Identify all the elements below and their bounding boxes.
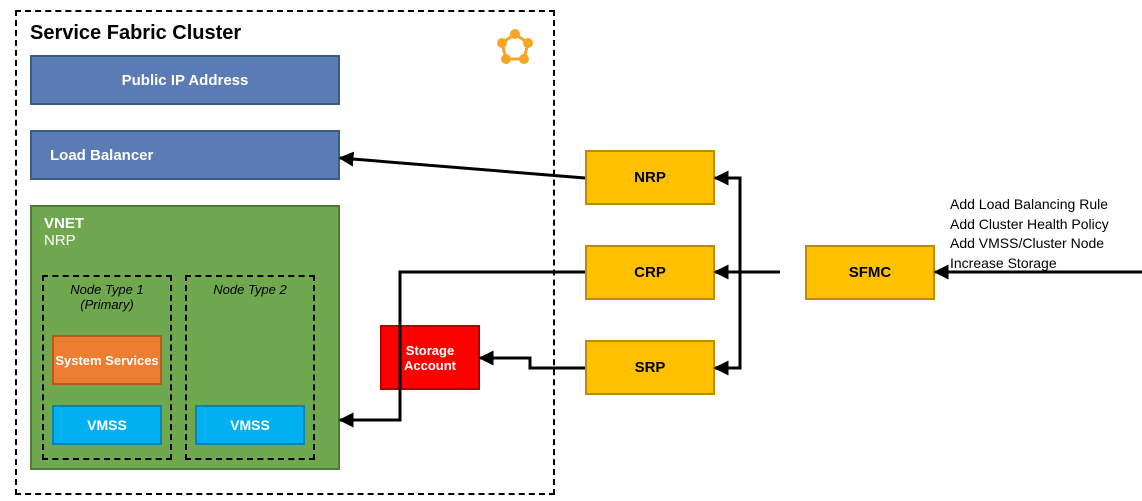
vmss-2-label: VMSS — [230, 417, 270, 433]
public-ip-label: Public IP Address — [122, 72, 249, 89]
cluster-title: Service Fabric Cluster — [30, 22, 241, 45]
storage-account-box: Storage Account — [380, 325, 480, 390]
sfmc-label: SFMC — [849, 264, 892, 281]
storage-account-label: Storage Account — [382, 343, 478, 373]
action-line: Add VMSS/Cluster Node — [950, 234, 1109, 254]
action-line: Add Load Balancing Rule — [950, 195, 1109, 215]
crp-box: CRP — [585, 245, 715, 300]
node-type-2-label: Node Type 2 — [195, 282, 305, 297]
sfmc-box: SFMC — [805, 245, 935, 300]
actions-list: Add Load Balancing Rule Add Cluster Heal… — [950, 195, 1109, 273]
vnet-title: VNET — [44, 215, 84, 232]
nrp-label: NRP — [634, 169, 666, 186]
vnet-subtitle: NRP — [44, 232, 76, 249]
srp-label: SRP — [635, 359, 666, 376]
srp-box: SRP — [585, 340, 715, 395]
node-type-1-label: Node Type 1 (Primary) — [52, 282, 162, 312]
vmss-1-label: VMSS — [87, 417, 127, 433]
vmss-1-box: VMSS — [52, 405, 162, 445]
vmss-2-box: VMSS — [195, 405, 305, 445]
system-services-label: System Services — [55, 353, 158, 368]
service-fabric-icon — [495, 28, 535, 68]
nrp-box: NRP — [585, 150, 715, 205]
action-line: Add Cluster Health Policy — [950, 215, 1109, 235]
load-balancer-box: Load Balancer — [30, 130, 340, 180]
load-balancer-label: Load Balancer — [50, 147, 153, 164]
public-ip-box: Public IP Address — [30, 55, 340, 105]
crp-label: CRP — [634, 264, 666, 281]
action-line: Increase Storage — [950, 254, 1109, 274]
system-services-box: System Services — [52, 335, 162, 385]
